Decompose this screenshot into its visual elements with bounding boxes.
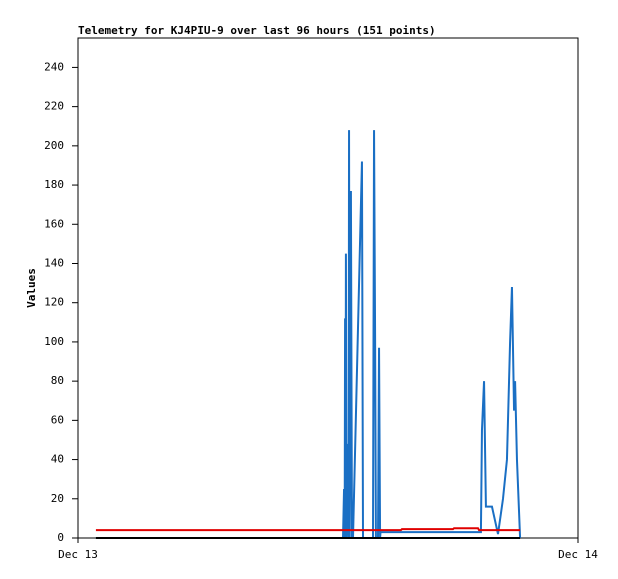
y-tick-label: 60 <box>51 413 64 426</box>
x-tick-label: Dec 14 <box>558 548 598 561</box>
y-tick-label: 120 <box>44 296 64 309</box>
y-tick-label: 240 <box>44 60 64 73</box>
x-tick-label: Dec 13 <box>58 548 98 561</box>
y-tick-label: 180 <box>44 178 64 191</box>
y-tick-label: 0 <box>57 531 64 544</box>
y-tick-label: 100 <box>44 335 64 348</box>
y-tick-label: 200 <box>44 139 64 152</box>
y-axis-label: Values <box>25 268 38 308</box>
chart-title: Telemetry for KJ4PIU-9 over last 96 hour… <box>78 24 436 37</box>
y-tick-label: 140 <box>44 256 64 269</box>
y-tick-label: 220 <box>44 100 64 113</box>
series-line <box>95 130 522 539</box>
y-tick-label: 80 <box>51 374 64 387</box>
y-tick-label: 40 <box>51 453 64 466</box>
y-tick-label: 160 <box>44 217 64 230</box>
series-line <box>95 527 521 532</box>
y-tick-label: 20 <box>51 492 64 505</box>
